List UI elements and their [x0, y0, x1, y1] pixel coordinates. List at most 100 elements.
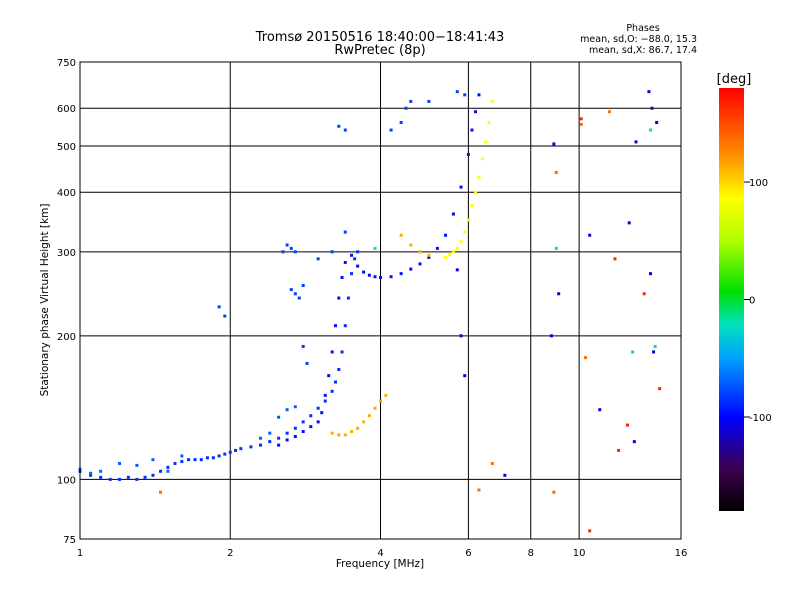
data-point — [373, 406, 377, 410]
y-tick-label: 500 — [57, 142, 76, 153]
data-point — [289, 246, 293, 250]
x-tick-label: 16 — [675, 548, 688, 559]
data-point — [249, 445, 253, 449]
y-tick-label: 300 — [57, 248, 76, 259]
data-point — [99, 469, 103, 473]
data-point — [459, 334, 463, 338]
data-point — [297, 296, 301, 300]
data-point — [427, 255, 431, 259]
data-point — [399, 272, 403, 276]
data-point — [463, 93, 467, 97]
data-point — [305, 361, 309, 365]
data-point — [277, 443, 281, 447]
data-point — [259, 443, 263, 447]
y-tick-label: 200 — [57, 332, 76, 343]
data-point — [108, 477, 112, 481]
data-point — [632, 440, 636, 444]
data-point — [135, 463, 139, 467]
data-point — [135, 477, 139, 481]
data-point — [484, 140, 488, 144]
phase-stats-x: mean, sd,X: 86.7, 17.4 — [589, 45, 697, 56]
data-point — [463, 230, 467, 234]
data-point — [579, 117, 583, 121]
data-point — [343, 128, 347, 132]
data-point — [259, 436, 263, 440]
data-point — [473, 190, 477, 194]
data-point — [343, 230, 347, 234]
data-point — [379, 399, 382, 403]
data-point — [367, 414, 371, 418]
data-point — [289, 288, 293, 292]
data-point — [285, 243, 289, 247]
data-point — [435, 246, 439, 250]
data-point — [316, 420, 320, 424]
data-point — [459, 240, 463, 244]
data-point — [466, 152, 470, 156]
data-point — [356, 250, 360, 254]
data-point — [404, 106, 408, 110]
data-point — [652, 350, 656, 354]
data-point — [327, 374, 331, 378]
data-point — [617, 448, 621, 452]
data-point — [89, 473, 93, 477]
data-point — [409, 267, 413, 271]
data-point — [309, 425, 313, 429]
data-point — [389, 128, 393, 132]
data-point — [455, 90, 459, 94]
data-point — [234, 448, 238, 452]
data-point — [455, 268, 459, 272]
data-point — [330, 350, 334, 354]
data-point — [143, 475, 147, 479]
data-point — [330, 431, 334, 435]
y-axis-label: Stationary phase Virtual Height [km] — [39, 204, 51, 397]
data-point — [268, 431, 272, 435]
data-point — [607, 110, 611, 114]
data-point — [480, 157, 484, 161]
plot-frame — [79, 61, 682, 540]
data-point — [217, 305, 221, 309]
data-point — [293, 426, 297, 430]
data-point — [379, 276, 382, 280]
data-point — [490, 461, 494, 465]
data-point — [277, 436, 281, 440]
data-point — [211, 456, 215, 460]
data-point — [343, 324, 347, 328]
data-point — [343, 260, 347, 264]
data-point — [552, 142, 556, 146]
colorbar — [719, 88, 744, 511]
data-point — [598, 408, 602, 412]
chart-title: Tromsø 20150516 18:40:00−18:41:43 — [255, 30, 505, 45]
data-point — [444, 233, 448, 237]
data-point — [356, 426, 360, 430]
data-point — [477, 488, 481, 492]
y-tick-label: 100 — [57, 475, 76, 486]
data-point — [552, 490, 556, 494]
data-point — [455, 246, 459, 250]
phase-stats-header: Phases — [626, 23, 659, 34]
data-point — [333, 380, 337, 384]
data-point — [151, 458, 155, 462]
data-point — [647, 90, 651, 94]
data-point — [350, 430, 354, 434]
data-point — [293, 250, 297, 254]
axis-ticks: 1 2 4 6 8 10 16 75 100 200 300 400 500 600 750 — [57, 58, 687, 559]
data-point — [187, 458, 191, 462]
data-point — [323, 393, 327, 397]
data-point — [346, 296, 350, 300]
data-point — [427, 99, 431, 103]
data-point — [418, 250, 422, 254]
data-point — [356, 264, 360, 268]
data-point — [205, 456, 209, 460]
data-point — [277, 415, 281, 419]
y-tick-label: 600 — [57, 104, 76, 115]
data-point — [223, 452, 227, 456]
data-point — [223, 314, 227, 318]
data-point — [389, 275, 393, 279]
data-point — [448, 253, 452, 257]
data-point — [642, 292, 646, 296]
data-point — [118, 461, 122, 465]
data-point — [151, 473, 155, 477]
data-point — [362, 270, 366, 274]
data-point — [549, 334, 553, 338]
data-point — [554, 170, 558, 174]
